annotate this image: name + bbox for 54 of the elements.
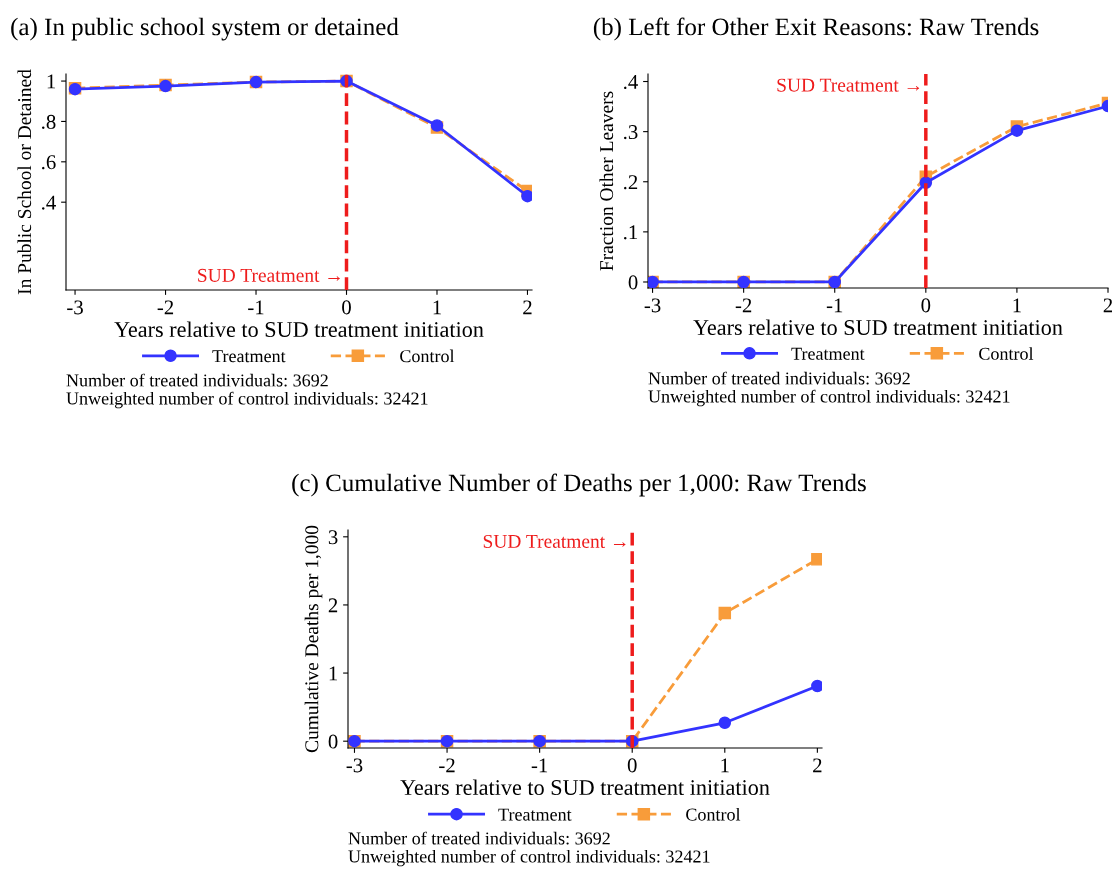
x-tick-label: 2: [523, 300, 532, 315]
text: Unweighted number of control individuals: 32421: [66, 391, 428, 409]
legend-label: Treatment: [498, 808, 572, 821]
x-tick-label: 0: [342, 300, 351, 315]
text: Number of treated individuals: 3692: [648, 371, 910, 385]
y-axis-title: Cumulative Deaths per 1,000: [304, 525, 323, 753]
x-tick-label: -2: [157, 300, 174, 315]
y-tick-label: .2: [624, 175, 638, 190]
y-tick-label: 3: [328, 530, 338, 545]
legend-label: Control: [686, 807, 741, 821]
legend-label: Treatment: [791, 347, 865, 360]
x-tick-label: 2: [813, 758, 822, 773]
ref-line-label: SUD Treatment →: [198, 268, 340, 282]
x-axis-title: Years relative to SUD treatment initiation: [114, 321, 484, 338]
y-tick-label: 1: [47, 74, 56, 89]
text: Unweighted number of control individuals: 32421: [348, 849, 710, 867]
x-tick-label: -3: [346, 758, 363, 773]
x-tick-label: -1: [531, 758, 548, 773]
text: Unweighted number of control individuals: 32421: [648, 389, 1010, 407]
x-tick-label: 1: [433, 300, 441, 315]
y-tick-label: .4: [624, 75, 638, 90]
x-tick-label: 2: [1103, 298, 1112, 313]
chart-title: (c) Cumulative Number of Deaths per 1,000: Raw Trends: [292, 473, 866, 497]
y-tick-label: .1: [624, 225, 638, 240]
y-tick-label: .4: [42, 195, 56, 210]
text: Number of treated individuals: 3692: [348, 831, 610, 845]
legend-label: Treatment: [212, 350, 286, 363]
ref-line-label: SUD Treatment →: [777, 78, 920, 92]
y-tick-label: 0: [628, 275, 638, 290]
x-tick-label: 1: [721, 758, 729, 773]
x-tick-label: 0: [921, 298, 931, 313]
y-axis-title: In Public School or Detained: [17, 69, 32, 295]
x-tick-label: -1: [826, 298, 843, 313]
chart-title: (a) In public school system or detained: [11, 17, 399, 41]
x-tick-label: -2: [439, 758, 455, 773]
x-tick-label: -3: [644, 298, 661, 313]
x-axis-title: Years relative to SUD treatment initiation: [693, 319, 1063, 336]
legend-label: Control: [400, 349, 455, 363]
y-tick-label: 0: [328, 734, 338, 749]
x-tick-label: -1: [248, 300, 264, 315]
y-tick-label: .3: [624, 125, 638, 140]
y-tick-label: 1: [329, 666, 338, 681]
y-axis-title: Fraction Other Leavers: [599, 91, 614, 271]
x-tick-label: 1: [1013, 298, 1021, 313]
x-tick-label: -2: [735, 298, 752, 313]
y-tick-label: .8: [42, 114, 56, 129]
ref-line-label: SUD Treatment →: [483, 534, 626, 548]
legend-label: Control: [979, 347, 1034, 360]
chart-title: (b) Left for Other Exit Reasons: Raw Trends: [593, 17, 1039, 41]
x-axis-title: Years relative to SUD treatment initiation: [400, 779, 770, 796]
y-tick-label: .6: [42, 155, 56, 170]
x-tick-label: -3: [67, 300, 83, 315]
text: Number of treated individuals: 3692: [66, 373, 328, 387]
y-tick-label: 2: [328, 598, 338, 613]
